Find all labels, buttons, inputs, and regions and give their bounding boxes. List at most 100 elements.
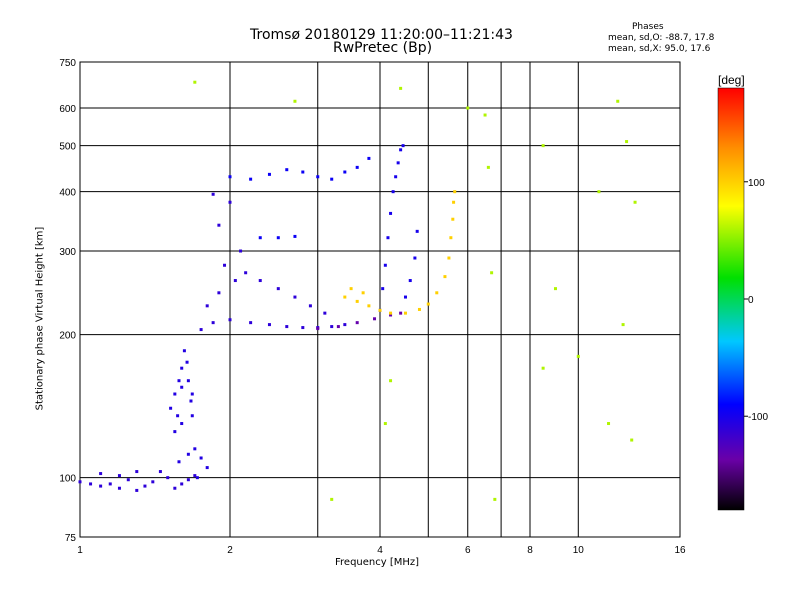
data-point (373, 317, 377, 321)
data-point (249, 321, 253, 325)
data-point (190, 392, 194, 396)
data-point (343, 170, 347, 174)
data-point (239, 249, 243, 253)
data-point (258, 279, 262, 283)
data-point (173, 486, 177, 490)
data-point (389, 311, 393, 315)
grid-lines (80, 62, 680, 537)
data-point (276, 236, 280, 240)
data-point (413, 256, 417, 260)
data-point (78, 480, 82, 484)
x-minor-tick-label: 6 (465, 545, 471, 556)
x-tick-label: 1 (77, 545, 83, 556)
colorbar-tick-label: 0 (748, 295, 754, 306)
data-point (449, 236, 453, 240)
data-point (205, 304, 209, 308)
data-point (182, 349, 186, 353)
y-tick-label: 750 (59, 58, 76, 69)
data-point (486, 165, 490, 169)
data-point (399, 86, 403, 90)
data-point (267, 323, 271, 327)
data-point (316, 175, 320, 179)
data-point (576, 354, 580, 358)
data-point (190, 414, 194, 418)
y-tick-label: 500 (59, 142, 76, 153)
data-point (99, 472, 103, 476)
data-point (381, 287, 385, 291)
data-point (541, 144, 545, 148)
colorbar-ticks: 100 0 -100 (744, 178, 768, 423)
data-point (199, 456, 203, 460)
axis-ticks: 1 2 4 8 16 6 10 75 100 200 300 400 500 600 750 (59, 58, 686, 556)
x-minor-tick-label: 10 (573, 545, 585, 556)
data-point (180, 385, 184, 389)
data-point (330, 177, 334, 181)
data-point (389, 211, 393, 215)
data-point (367, 304, 371, 308)
data-point (186, 452, 190, 456)
data-point (417, 307, 421, 311)
data-point (151, 480, 155, 484)
data-points (78, 80, 637, 501)
data-point (389, 313, 393, 317)
colorbar-tick-label: 100 (748, 178, 765, 189)
data-point (403, 295, 407, 299)
data-point (223, 263, 227, 267)
data-point (177, 379, 181, 383)
data-point (453, 190, 457, 194)
data-point (108, 482, 112, 486)
data-point (435, 291, 439, 295)
colorbar (717, 87, 745, 511)
data-point (211, 321, 215, 325)
data-point (415, 229, 419, 233)
data-point (493, 497, 497, 501)
data-point (186, 478, 190, 482)
data-point (483, 113, 487, 117)
data-point (367, 156, 371, 160)
data-point (553, 287, 557, 291)
data-point (249, 177, 253, 181)
data-point (244, 271, 248, 275)
data-point (541, 366, 545, 370)
data-point (343, 295, 347, 299)
data-point (233, 279, 237, 283)
data-point (426, 302, 430, 306)
data-point (180, 366, 184, 370)
data-point (394, 175, 398, 179)
data-point (316, 327, 320, 331)
data-point (355, 321, 359, 325)
data-point (361, 291, 365, 295)
data-point (228, 318, 232, 322)
data-point (621, 323, 625, 327)
data-point (401, 144, 405, 148)
x-tick-label: 8 (527, 545, 533, 556)
data-point (177, 460, 181, 464)
data-point (126, 478, 130, 482)
data-point (169, 406, 173, 410)
data-point (336, 325, 340, 329)
data-point (166, 476, 170, 480)
data-point (355, 299, 359, 303)
y-tick-label: 300 (59, 247, 76, 258)
data-point (349, 287, 353, 291)
data-point (386, 236, 390, 240)
data-point (451, 217, 455, 221)
data-point (173, 430, 177, 434)
phase-stats-o: mean, sd,O: -88.7, 17.8 (608, 33, 715, 43)
data-point (466, 106, 470, 110)
data-point (330, 325, 334, 329)
y-tick-label: 75 (65, 533, 77, 544)
data-point (597, 190, 601, 194)
y-tick-label: 100 (59, 474, 76, 485)
x-axis-label: Frequency [MHz] (335, 557, 420, 568)
data-point (193, 80, 197, 84)
data-point (89, 482, 93, 486)
data-point (193, 474, 197, 478)
data-point (396, 161, 400, 165)
data-point (180, 482, 184, 486)
data-point (276, 287, 280, 291)
data-point (143, 484, 147, 488)
y-tick-label: 400 (59, 188, 76, 199)
y-tick-label: 200 (59, 331, 76, 342)
data-point (399, 311, 403, 315)
